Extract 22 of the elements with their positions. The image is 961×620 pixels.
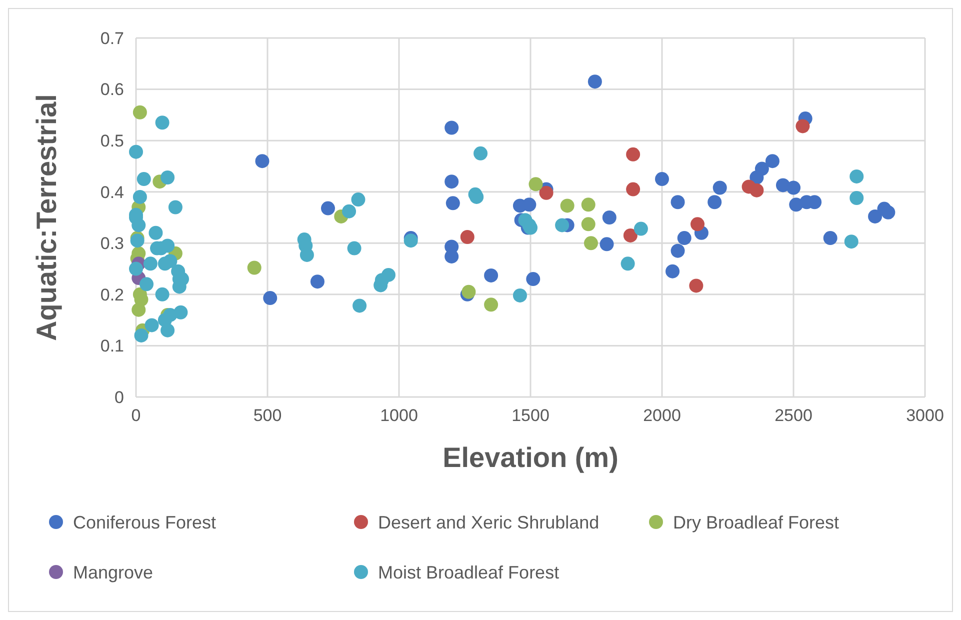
x-tick-label: 1500	[512, 406, 550, 425]
y-axis-title: Aquatic:Terrestrial	[31, 94, 62, 341]
legend-label: Mangrove	[73, 562, 154, 582]
y-tick-label: 0.6	[100, 80, 124, 100]
y-tick-label: 0.4	[100, 182, 124, 202]
x-tick-label: 2000	[643, 406, 681, 425]
y-tick-label: 0.1	[100, 336, 124, 356]
legend-label: Dry Broadleaf Forest	[673, 512, 840, 532]
legend-label: Desert and Xeric Shrubland	[378, 512, 600, 532]
x-tick-label: 2500	[774, 406, 812, 425]
y-tick-label: 0.3	[100, 234, 124, 254]
x-tick-label: 3000	[906, 406, 944, 425]
y-tick-label: 0	[114, 388, 124, 407]
x-tick-label: 1000	[380, 406, 418, 425]
y-tick-label: 0.2	[100, 285, 124, 304]
legend-label: Moist Broadleaf Forest	[378, 562, 560, 582]
x-tick-label: 0	[131, 406, 141, 425]
x-axis-title: Elevation (m)	[442, 442, 618, 473]
legend-label: Coniferous Forest	[73, 512, 216, 532]
y-tick-label: 0.5	[100, 132, 124, 151]
y-tick-label: 0.7	[100, 28, 124, 48]
x-tick-label: 500	[253, 406, 282, 425]
